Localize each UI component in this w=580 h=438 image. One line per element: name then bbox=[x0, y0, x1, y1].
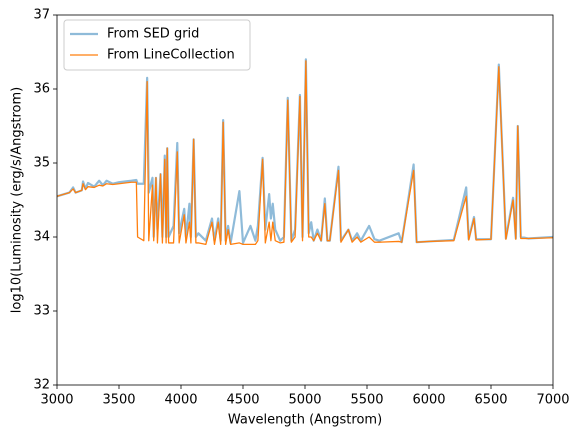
y-tick-label: 33 bbox=[33, 304, 50, 319]
y-axis-label: log10(Luminosity (erg/s/Angstrom) bbox=[10, 87, 25, 313]
legend-box bbox=[63, 19, 251, 71]
x-tick-label: 5500 bbox=[350, 393, 383, 408]
plot-frame bbox=[56, 14, 554, 386]
legend-label: From LineCollection bbox=[107, 48, 235, 63]
x-tick-label: 4000 bbox=[164, 393, 197, 408]
series-line bbox=[57, 60, 553, 246]
legend-label: From SED grid bbox=[107, 27, 199, 42]
y-tick-label: 35 bbox=[33, 156, 50, 171]
plot-lines bbox=[57, 58, 553, 246]
x-tick-label: 6500 bbox=[474, 393, 507, 408]
x-tick-label: 5000 bbox=[288, 393, 321, 408]
x-tick-label: 7000 bbox=[536, 393, 569, 408]
series-line bbox=[57, 58, 553, 245]
x-tick-label: 6000 bbox=[412, 393, 445, 408]
x-axis-label: Wavelength (Angstrom) bbox=[228, 413, 382, 428]
y-tick-label: 32 bbox=[33, 378, 50, 393]
y-tick-label: 36 bbox=[33, 82, 50, 97]
x-tick-label: 3000 bbox=[40, 393, 73, 408]
x-tick-label: 4500 bbox=[226, 393, 259, 408]
y-tick-label: 37 bbox=[33, 8, 50, 23]
y-tick-label: 34 bbox=[33, 230, 50, 245]
x-tick-label: 3500 bbox=[102, 393, 135, 408]
